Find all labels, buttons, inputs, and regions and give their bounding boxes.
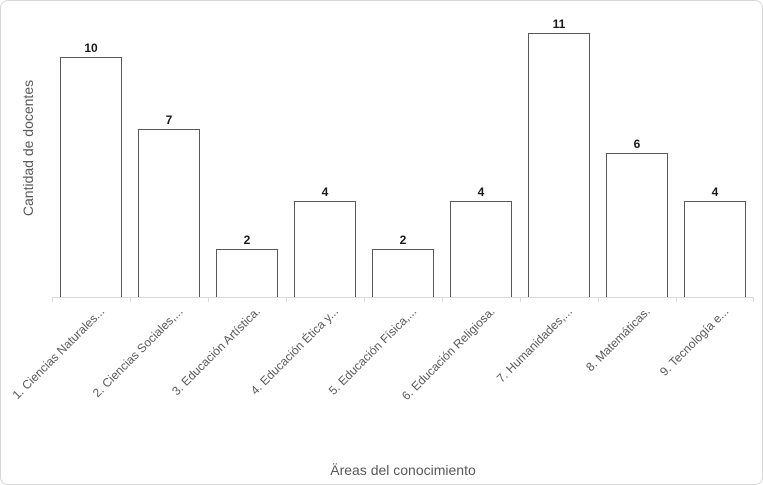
- bar: [294, 201, 356, 297]
- bar-group: 4: [442, 1, 520, 297]
- bar-group: 6: [598, 1, 676, 297]
- bar-group: 7: [130, 1, 208, 297]
- bar-value-label: 2: [399, 233, 407, 247]
- x-axis-tick-label: 4. Educación Ética y...: [247, 304, 342, 398]
- plot-area: 10 7 2 4 2 4 11 6 4: [52, 1, 754, 302]
- bar-group: 2: [208, 1, 286, 297]
- bar: [372, 249, 434, 297]
- bar-value-label: 4: [711, 185, 719, 199]
- axis-tick: [520, 297, 521, 302]
- bar-value-label: 4: [477, 185, 485, 199]
- bar-value-label: 11: [552, 17, 566, 31]
- bar-group: 10: [52, 1, 130, 297]
- bar: [216, 249, 278, 297]
- bar-value-label: 6: [633, 137, 641, 151]
- x-axis-tick-label: 9. Tecnología e...: [656, 304, 732, 379]
- x-axis-tick-label: 8. Matemáticas.: [583, 304, 654, 375]
- bar-group: 2: [364, 1, 442, 297]
- axis-tick: [52, 297, 53, 302]
- axis-tick: [676, 297, 677, 302]
- axis-tick: [442, 297, 443, 302]
- bar-value-label: 2: [243, 233, 251, 247]
- axis-tick: [364, 297, 365, 302]
- bar: [684, 201, 746, 297]
- axis-tick: [598, 297, 599, 302]
- x-axis-title: Äreas del conocimiento: [330, 462, 476, 478]
- axis-tick: [286, 297, 287, 302]
- bar-value-label: 7: [165, 113, 173, 127]
- bar: [450, 201, 512, 297]
- bar-group: 11: [520, 1, 598, 297]
- bar: [528, 33, 590, 297]
- x-axis-tick-label: 5. Educación Física,...: [325, 304, 420, 398]
- y-axis-title: Cantidad de docentes: [20, 79, 36, 217]
- bar-value-label: 4: [321, 185, 329, 199]
- bar: [138, 129, 200, 297]
- x-axis-tick-label: 7. Humanidades,...: [494, 304, 576, 386]
- bar-group: 4: [286, 1, 364, 297]
- axis-tick: [753, 297, 754, 302]
- axis-tick: [208, 297, 209, 302]
- bar-value-label: 10: [84, 41, 98, 55]
- axis-tick: [130, 297, 131, 302]
- bar: [60, 57, 122, 297]
- bar: [606, 153, 668, 297]
- bar-group: 4: [676, 1, 754, 297]
